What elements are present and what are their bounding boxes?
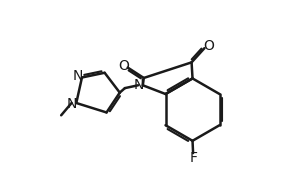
- Text: N: N: [67, 97, 77, 111]
- Text: F: F: [190, 151, 198, 165]
- Text: N: N: [73, 69, 83, 83]
- Text: O: O: [203, 39, 214, 53]
- Text: N: N: [134, 78, 144, 92]
- Text: O: O: [118, 59, 129, 73]
